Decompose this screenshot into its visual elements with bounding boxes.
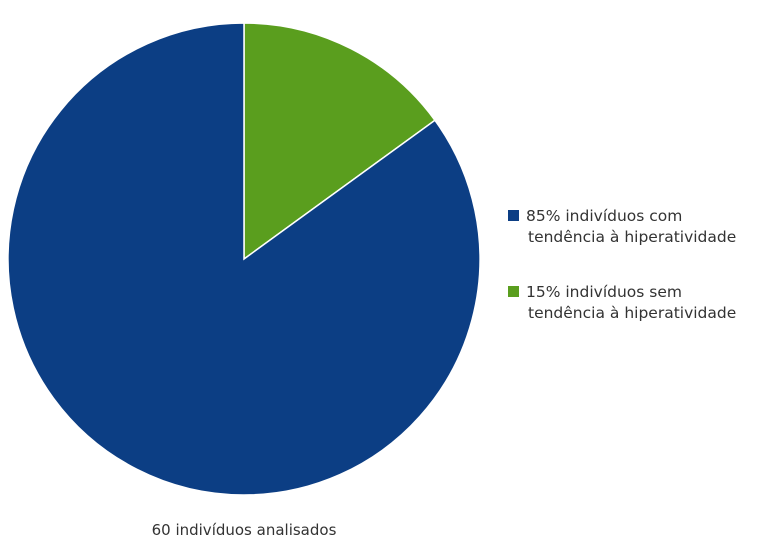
legend-label-com-line1: 85% indivíduos com bbox=[526, 207, 683, 225]
pie-slice-0 bbox=[243, 22, 436, 261]
legend-item-com: 85% indivíduos com tendência à hiperativ… bbox=[508, 206, 758, 248]
legend-swatch-com bbox=[508, 210, 519, 221]
legend-item-sem: 15% indivíduos sem tendência à hiperativ… bbox=[508, 282, 758, 324]
legend-label-sem-line2: tendência à hiperatividade bbox=[528, 304, 737, 322]
chart-caption: 60 indivíduos analisados bbox=[151, 521, 337, 539]
legend-swatch-sem bbox=[508, 286, 519, 297]
pie-slice-1 bbox=[7, 22, 481, 496]
chart-legend: 85% indivíduos com tendência à hiperativ… bbox=[508, 206, 758, 324]
legend-label-sem-line1: 15% indivíduos sem bbox=[526, 283, 682, 301]
legend-label-com-line2: tendência à hiperatividade bbox=[528, 228, 737, 246]
